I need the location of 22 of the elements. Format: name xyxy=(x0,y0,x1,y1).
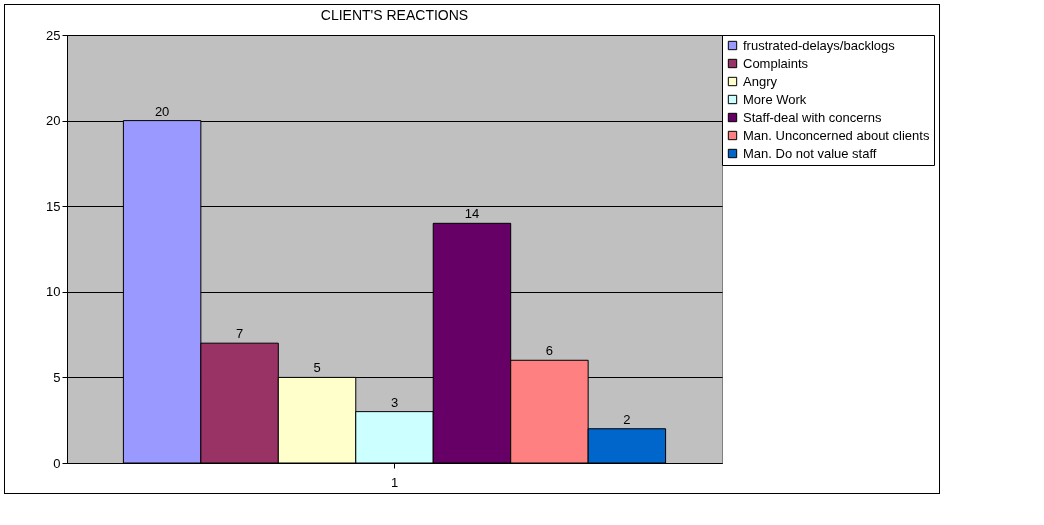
legend-label: Angry xyxy=(743,73,778,89)
y-tick-label: 20 xyxy=(46,113,61,129)
legend-label: frustrated-delays/backlogs xyxy=(743,37,896,53)
y-tick-label: 5 xyxy=(53,369,61,385)
legend-label: Staff-deal with concerns xyxy=(743,109,882,125)
y-tick-label: 10 xyxy=(46,284,61,300)
y-tick-label: 15 xyxy=(46,198,61,214)
data-label: 7 xyxy=(235,326,244,342)
y-tick-label: 0 xyxy=(53,455,61,471)
data-label: 14 xyxy=(464,206,480,222)
data-label: 2 xyxy=(623,411,631,427)
legend-label: Complaints xyxy=(743,55,809,71)
chart-title: CLIENT'S REACTIONS xyxy=(320,7,469,23)
data-label: 20 xyxy=(154,103,170,119)
legend-label: Man. Unconcerned about clients xyxy=(743,127,930,143)
y-tick-label: 25 xyxy=(46,27,61,43)
x-tick-label: 1 xyxy=(390,474,399,490)
data-label: 3 xyxy=(390,394,399,410)
legend-label: Man. Do not value staff xyxy=(743,145,877,161)
legend-label: More Work xyxy=(743,91,807,107)
data-label: 5 xyxy=(313,360,321,376)
data-label: 6 xyxy=(545,343,554,359)
